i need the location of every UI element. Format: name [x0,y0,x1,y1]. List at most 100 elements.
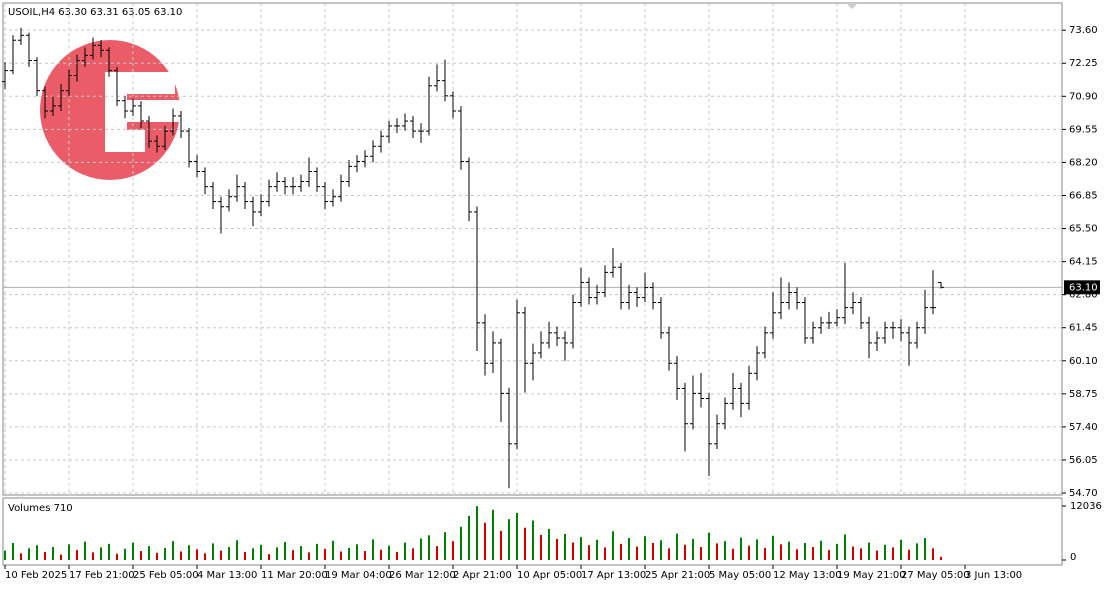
y-tick-label: 72.25 [1069,58,1098,69]
y-tick-label: 56.05 [1069,455,1098,466]
volume-bar [572,542,574,560]
x-tick-label: 26 Mar 12:00 [389,570,456,581]
x-tick-label: 17 Feb 21:00 [69,570,135,581]
volume-bar [356,544,358,560]
volume-bar [788,541,790,560]
logo-cut [127,100,182,122]
volume-bar [20,553,22,560]
volume-bar [164,547,166,560]
volume-bar [316,543,318,560]
volume-bar [940,556,942,560]
volume-bar [556,538,558,560]
volume-bar [252,548,254,560]
volume-bar [620,543,622,560]
x-tick-label: 10 Feb 2025 [5,570,67,581]
volume-bar [860,548,862,560]
volume-bar [700,546,702,560]
volume-pane [2,497,1063,566]
shift-marker [846,3,858,9]
volume-bar [820,540,822,560]
volume-bar [172,541,174,560]
volume-bar [36,545,38,560]
volume-bar [116,553,118,560]
volume-bar [332,540,334,560]
volume-bar [396,551,398,560]
volume-bar [324,548,326,560]
volume-bar [828,550,830,560]
y-tick-label: 70.90 [1069,91,1098,102]
x-tick-label: 10 Apr 05:00 [517,570,582,581]
price-pane [2,2,1063,496]
volume-bar [548,529,550,560]
volume-bar [308,552,310,560]
y-tick-label: 65.50 [1069,224,1098,235]
volume-bar [644,536,646,560]
volume-bar [916,543,918,560]
volume-bar [756,539,758,560]
x-tick-label: 25 Feb 05:00 [133,570,199,581]
x-tick-label: 19 May 21:00 [837,570,906,581]
x-tick-label: 2 Apr 21:00 [453,570,512,581]
volume-tick-label: 0 [1070,552,1076,563]
volume-bar [468,516,470,560]
volume-bar [724,541,726,560]
y-tick-label: 66.85 [1069,190,1098,201]
volume-bar [524,527,526,560]
volume-bar [212,543,214,560]
volume-bar [908,549,910,560]
volume-bar [420,538,422,560]
volume-bar [748,545,750,560]
volume-bar [516,512,518,560]
volume-bar [676,533,678,560]
y-tick-label: 58.75 [1069,389,1098,400]
volume-bar [612,531,614,560]
x-tick-label: 25 Apr 21:00 [645,570,710,581]
volume-bar [876,550,878,560]
volume-bar [476,506,478,560]
volume-bar [780,544,782,560]
volume-title: Volumes 710 [8,503,73,514]
volume-bar [692,538,694,560]
volume-bar [636,546,638,560]
volume-bar [836,543,838,560]
volume-bar [532,520,534,560]
x-tick-label: 12 May 13:00 [773,570,842,581]
volume-bar [196,549,198,560]
volume-bar [44,551,46,560]
volume-bar [92,552,94,560]
volume-bar [12,542,14,560]
volume-bar [412,548,414,560]
volume-bar [268,554,270,560]
volume-bar [772,535,774,560]
volume-bar [540,534,542,560]
volume-bar [4,550,6,560]
volume-bar [900,539,902,560]
x-tick-label: 19 Mar 04:00 [325,570,392,581]
volume-bar [260,544,262,560]
volume-bar [924,538,926,560]
volume-tick-label: 12036 [1070,501,1102,512]
y-tick-label: 62.80 [1069,290,1098,301]
volume-bar [652,542,654,560]
volume-bar [228,546,230,560]
volume-bar [444,532,446,560]
volume-bar [60,554,62,560]
volume-bar [708,532,710,560]
volume-bar [372,539,374,560]
volume-bar [84,541,86,560]
volume-bar [180,551,182,560]
volume-bar [68,544,70,560]
volume-bar [740,537,742,560]
volume-bar [564,533,566,560]
y-tick-label: 64.15 [1069,257,1098,268]
volume-bar [500,530,502,560]
volume-bar [140,551,142,560]
volume-bar [132,542,134,560]
volume-bar [188,545,190,560]
volume-bar [732,548,734,560]
volume-bar [108,543,110,560]
x-tick-label: 5 May 05:00 [709,570,771,581]
volume-bar [348,547,350,560]
